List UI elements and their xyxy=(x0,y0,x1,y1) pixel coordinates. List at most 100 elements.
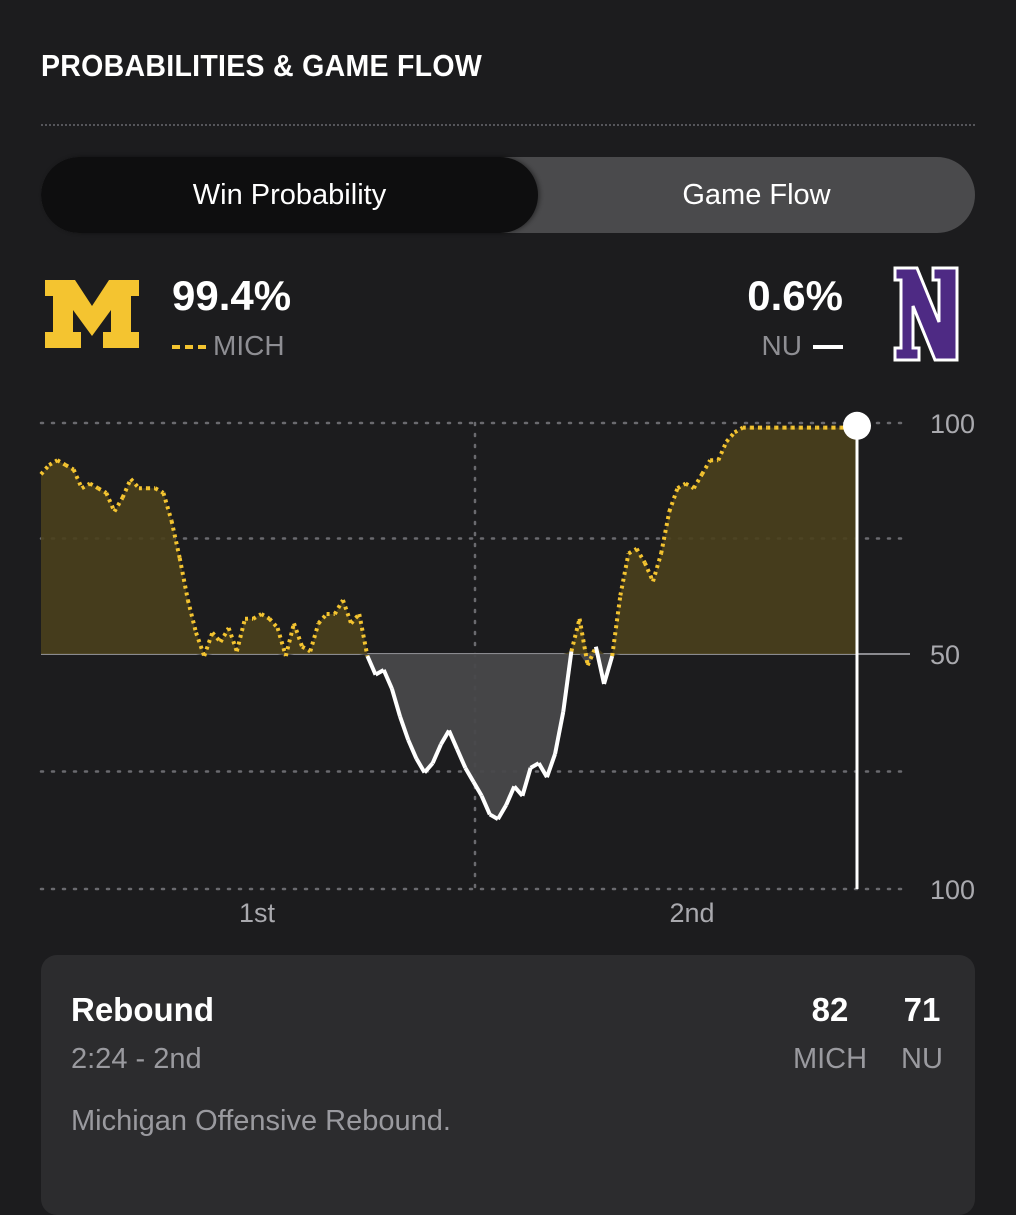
nu-line-segment xyxy=(529,761,540,770)
play-description: Michigan Offensive Rebound. xyxy=(71,1105,451,1137)
nu-abbr: NU xyxy=(761,330,802,361)
x-tick-label: 1st xyxy=(239,898,276,928)
nu-line-segment xyxy=(520,767,533,797)
play-detail-card[interactable]: Rebound 2:24 - 2nd Michigan Offensive Re… xyxy=(41,955,975,1215)
nu-line-segment xyxy=(545,753,557,778)
nu-line-segment xyxy=(381,669,394,690)
mich-line-segment xyxy=(177,557,190,601)
mich-line-segment xyxy=(112,496,125,513)
mich-line-segment xyxy=(634,547,647,564)
nu-line-segment xyxy=(423,761,435,774)
mich-line-segment xyxy=(700,459,712,476)
nu-line-segment xyxy=(414,757,427,774)
mich-line-segment xyxy=(88,481,100,490)
mich-line-segment xyxy=(104,492,117,513)
nu-line-segment xyxy=(553,711,566,755)
mich-line-segment xyxy=(283,622,296,657)
mich-line-segment xyxy=(120,478,133,499)
mich-line-segment xyxy=(275,627,288,657)
nu-line-segment xyxy=(365,655,378,676)
mich-line-segment xyxy=(643,561,655,583)
mich-score: 82 xyxy=(811,991,849,1028)
mich-line-segment xyxy=(684,481,695,490)
play-time: 2:24 - 2nd xyxy=(71,1043,202,1075)
mich-line-segment xyxy=(80,481,91,490)
mich-line-segment xyxy=(733,425,744,435)
chart-mode-toggle: Win Probability Game Flow xyxy=(41,157,975,233)
nu-legend-line-icon xyxy=(813,345,843,349)
mich-line-segment xyxy=(97,486,108,495)
mich-area-fill xyxy=(41,425,857,654)
mich-line-segment xyxy=(349,612,361,625)
nu-line-segment xyxy=(447,729,459,751)
nu-line-segment xyxy=(463,766,476,783)
nu-line-segment xyxy=(602,655,615,685)
mich-line-segment xyxy=(308,622,321,652)
mich-line-segment xyxy=(252,612,263,621)
section-title: PROBABILITIES & GAME FLOW xyxy=(41,48,483,83)
tab-win-probability[interactable]: Win Probability xyxy=(41,157,538,233)
nu-line-segment xyxy=(488,812,499,821)
mich-line-segment xyxy=(577,618,590,666)
mich-line-segment xyxy=(39,463,51,476)
nu-line-segment xyxy=(406,739,419,760)
current-point-marker[interactable] xyxy=(843,411,871,440)
tab-game-flow[interactable]: Game Flow xyxy=(682,178,831,211)
mich-line-segment xyxy=(569,618,582,652)
win-probability-chart: 100 50 100 1st 2nd xyxy=(39,409,975,928)
nu-line-segment xyxy=(593,646,606,685)
mich-legend-dash-icon xyxy=(172,345,206,349)
mich-line-segment xyxy=(185,599,198,634)
nu-win-pct: 0.6% xyxy=(747,272,843,319)
mich-line-segment xyxy=(129,477,141,490)
nu-score: 71 xyxy=(903,991,941,1028)
chart-plot xyxy=(39,411,871,889)
nu-line-segment xyxy=(389,688,402,718)
mich-score-abbr: MICH xyxy=(792,1043,868,1075)
mich-win-pct: 99.4% xyxy=(172,272,292,319)
michigan-block-m-logo xyxy=(45,280,139,348)
mich-line-segment xyxy=(48,458,59,467)
mich-line-segment xyxy=(357,613,370,657)
mich-line-segment xyxy=(316,612,329,625)
mich-line-segment xyxy=(218,627,231,644)
mich-line-segment xyxy=(154,486,165,495)
mich-line-segment xyxy=(64,463,75,472)
x-tick-label: 2nd xyxy=(669,898,714,928)
mich-line-segment xyxy=(692,473,704,490)
mich-abbr: MICH xyxy=(213,330,285,361)
y-tick-label: 100 xyxy=(930,409,975,439)
mich-line-segment xyxy=(161,492,174,522)
nu-line-segment xyxy=(504,785,517,806)
nu-line-segment xyxy=(561,651,574,713)
mich-line-segment xyxy=(651,552,664,583)
mich-line-segment xyxy=(676,481,687,490)
nu-line-segment xyxy=(471,780,484,797)
chart-axis-labels: 100 50 100 1st 2nd xyxy=(239,409,975,928)
mich-line-segment xyxy=(234,618,247,652)
header-divider xyxy=(41,124,975,126)
mich-line-segment xyxy=(267,617,280,630)
y-tick-label: 100 xyxy=(930,875,975,905)
mich-line-segment xyxy=(56,458,67,467)
mich-line-segment xyxy=(610,595,623,657)
nu-line-segment xyxy=(479,794,492,816)
mich-line-segment xyxy=(627,547,638,556)
mich-line-segment xyxy=(210,631,223,644)
nu-line-segment xyxy=(496,804,508,821)
nu-score-abbr: NU xyxy=(901,1043,943,1075)
nu-line-segment xyxy=(455,748,468,769)
mich-line-segment xyxy=(716,440,729,462)
nu-line-segment xyxy=(398,715,411,741)
mich-line-segment xyxy=(659,511,672,554)
nu-area-fill xyxy=(41,654,857,820)
mich-line-segment xyxy=(724,431,737,443)
mich-line-segment xyxy=(333,599,345,616)
northwestern-n-logo xyxy=(893,266,959,362)
mich-line-segment xyxy=(618,553,631,596)
play-type: Rebound xyxy=(71,991,214,1028)
mich-line-segment xyxy=(71,468,84,490)
nu-line-segment xyxy=(537,762,549,779)
y-tick-label: 50 xyxy=(930,640,960,670)
nu-line-segment xyxy=(430,743,443,764)
